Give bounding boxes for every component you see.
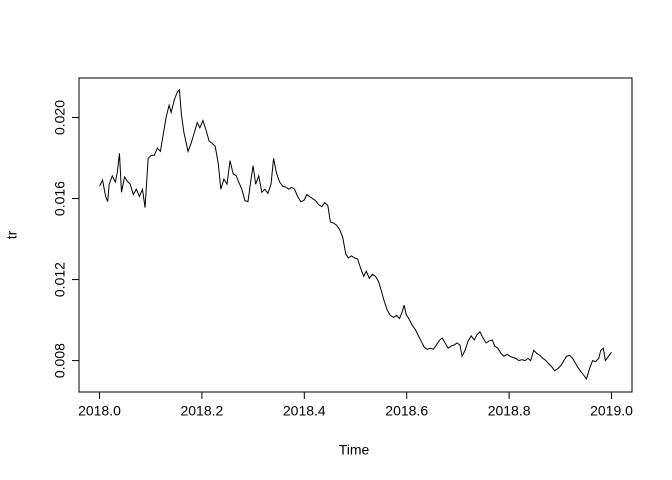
y-tick-label: 0.020 xyxy=(52,100,68,135)
plot-box xyxy=(78,77,633,393)
x-tick-label: 2019.0 xyxy=(590,403,633,419)
series-line xyxy=(99,88,612,381)
x-tick-label: 2018.2 xyxy=(180,403,223,419)
y-axis-label: tr xyxy=(4,230,20,239)
y-tick-label: 0.008 xyxy=(52,343,68,378)
x-tick-label: 2018.8 xyxy=(488,403,531,419)
y-tick-label: 0.016 xyxy=(52,181,68,216)
x-tick-label: 2018.4 xyxy=(283,403,326,419)
y-tick-label: 0.012 xyxy=(52,262,68,297)
x-axis-label: Time xyxy=(339,442,370,458)
x-tick-label: 2018.6 xyxy=(385,403,428,419)
x-tick-label: 2018.0 xyxy=(78,403,121,419)
